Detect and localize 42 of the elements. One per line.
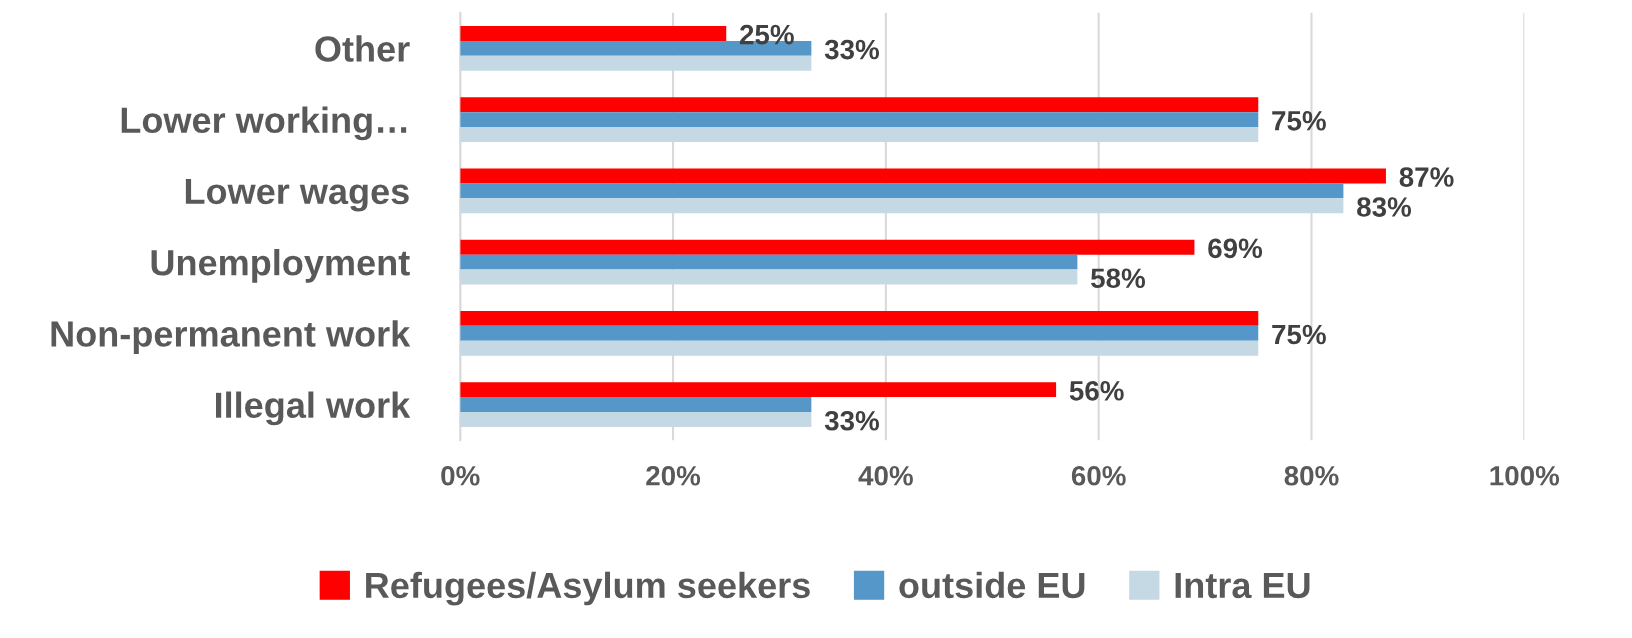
bar	[460, 168, 1386, 184]
bar	[460, 239, 1195, 255]
x-tick-label: 20%	[646, 465, 701, 486]
y-tick-label: Lower wages	[185, 179, 409, 212]
bar	[460, 112, 1259, 128]
bar	[460, 198, 1344, 214]
bar	[460, 269, 1078, 285]
data-label: 83%	[1357, 197, 1412, 217]
bar	[460, 382, 1057, 398]
bar	[460, 254, 1078, 270]
x-tick-label: 100%	[1490, 465, 1560, 486]
data-label: 33%	[824, 39, 879, 60]
legend-label: outside EU	[899, 571, 1085, 599]
x-tick-label: 60%	[1071, 465, 1126, 486]
bar	[460, 55, 812, 71]
data-label: 69%	[1208, 238, 1263, 259]
bar	[460, 310, 1259, 326]
x-tick-label: 0%	[441, 465, 480, 486]
bar	[460, 412, 812, 428]
legend-label: Refugees/Asylum seekers	[366, 571, 810, 606]
bar	[460, 97, 1259, 113]
legend-label: Intra EU	[1175, 573, 1310, 599]
bar	[460, 325, 1259, 341]
bar	[460, 127, 1259, 143]
data-label: 87%	[1399, 167, 1454, 187]
bar	[460, 183, 1344, 199]
bar	[460, 25, 727, 41]
data-label: 25%	[739, 24, 794, 45]
data-label: 58%	[1091, 268, 1146, 289]
bar	[460, 340, 1259, 356]
y-tick-label: Lower working…	[121, 106, 407, 141]
y-tick-label: Other	[315, 35, 410, 62]
x-tick-label: 80%	[1284, 465, 1339, 486]
data-label: 75%	[1272, 111, 1326, 131]
data-label: 75%	[1272, 324, 1326, 345]
data-label: 33%	[824, 410, 879, 431]
y-tick-label: Illegal work	[215, 391, 411, 426]
data-label: 56%	[1069, 380, 1124, 401]
x-tick-label: 40%	[858, 465, 913, 486]
y-tick-label: Non-permanent work	[51, 320, 411, 354]
y-tick-label: Unemployment	[151, 249, 410, 283]
bar	[460, 397, 812, 413]
